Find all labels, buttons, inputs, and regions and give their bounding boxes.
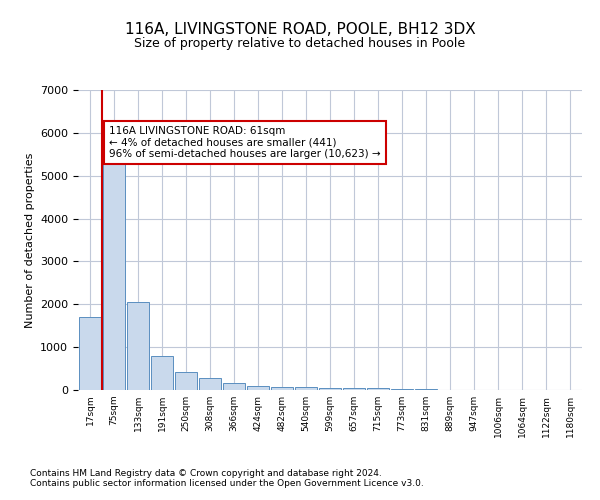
Bar [199,378,221,390]
Bar [127,302,149,390]
Bar [79,317,101,390]
Y-axis label: Number of detached properties: Number of detached properties [25,152,35,328]
Bar [391,389,413,390]
Bar [103,144,125,390]
Bar [319,388,341,390]
Text: Contains HM Land Registry data © Crown copyright and database right 2024.: Contains HM Land Registry data © Crown c… [30,468,382,477]
Bar [271,386,293,390]
Bar [175,372,197,390]
Bar [343,388,365,390]
Text: Contains public sector information licensed under the Open Government Licence v3: Contains public sector information licen… [30,478,424,488]
Bar [247,386,269,390]
Bar [295,388,317,390]
Text: 116A LIVINGSTONE ROAD: 61sqm
← 4% of detached houses are smaller (441)
96% of se: 116A LIVINGSTONE ROAD: 61sqm ← 4% of det… [109,126,381,159]
Bar [367,388,389,390]
Text: 116A, LIVINGSTONE ROAD, POOLE, BH12 3DX: 116A, LIVINGSTONE ROAD, POOLE, BH12 3DX [125,22,475,38]
Bar [151,356,173,390]
Bar [223,383,245,390]
Text: Size of property relative to detached houses in Poole: Size of property relative to detached ho… [134,38,466,51]
